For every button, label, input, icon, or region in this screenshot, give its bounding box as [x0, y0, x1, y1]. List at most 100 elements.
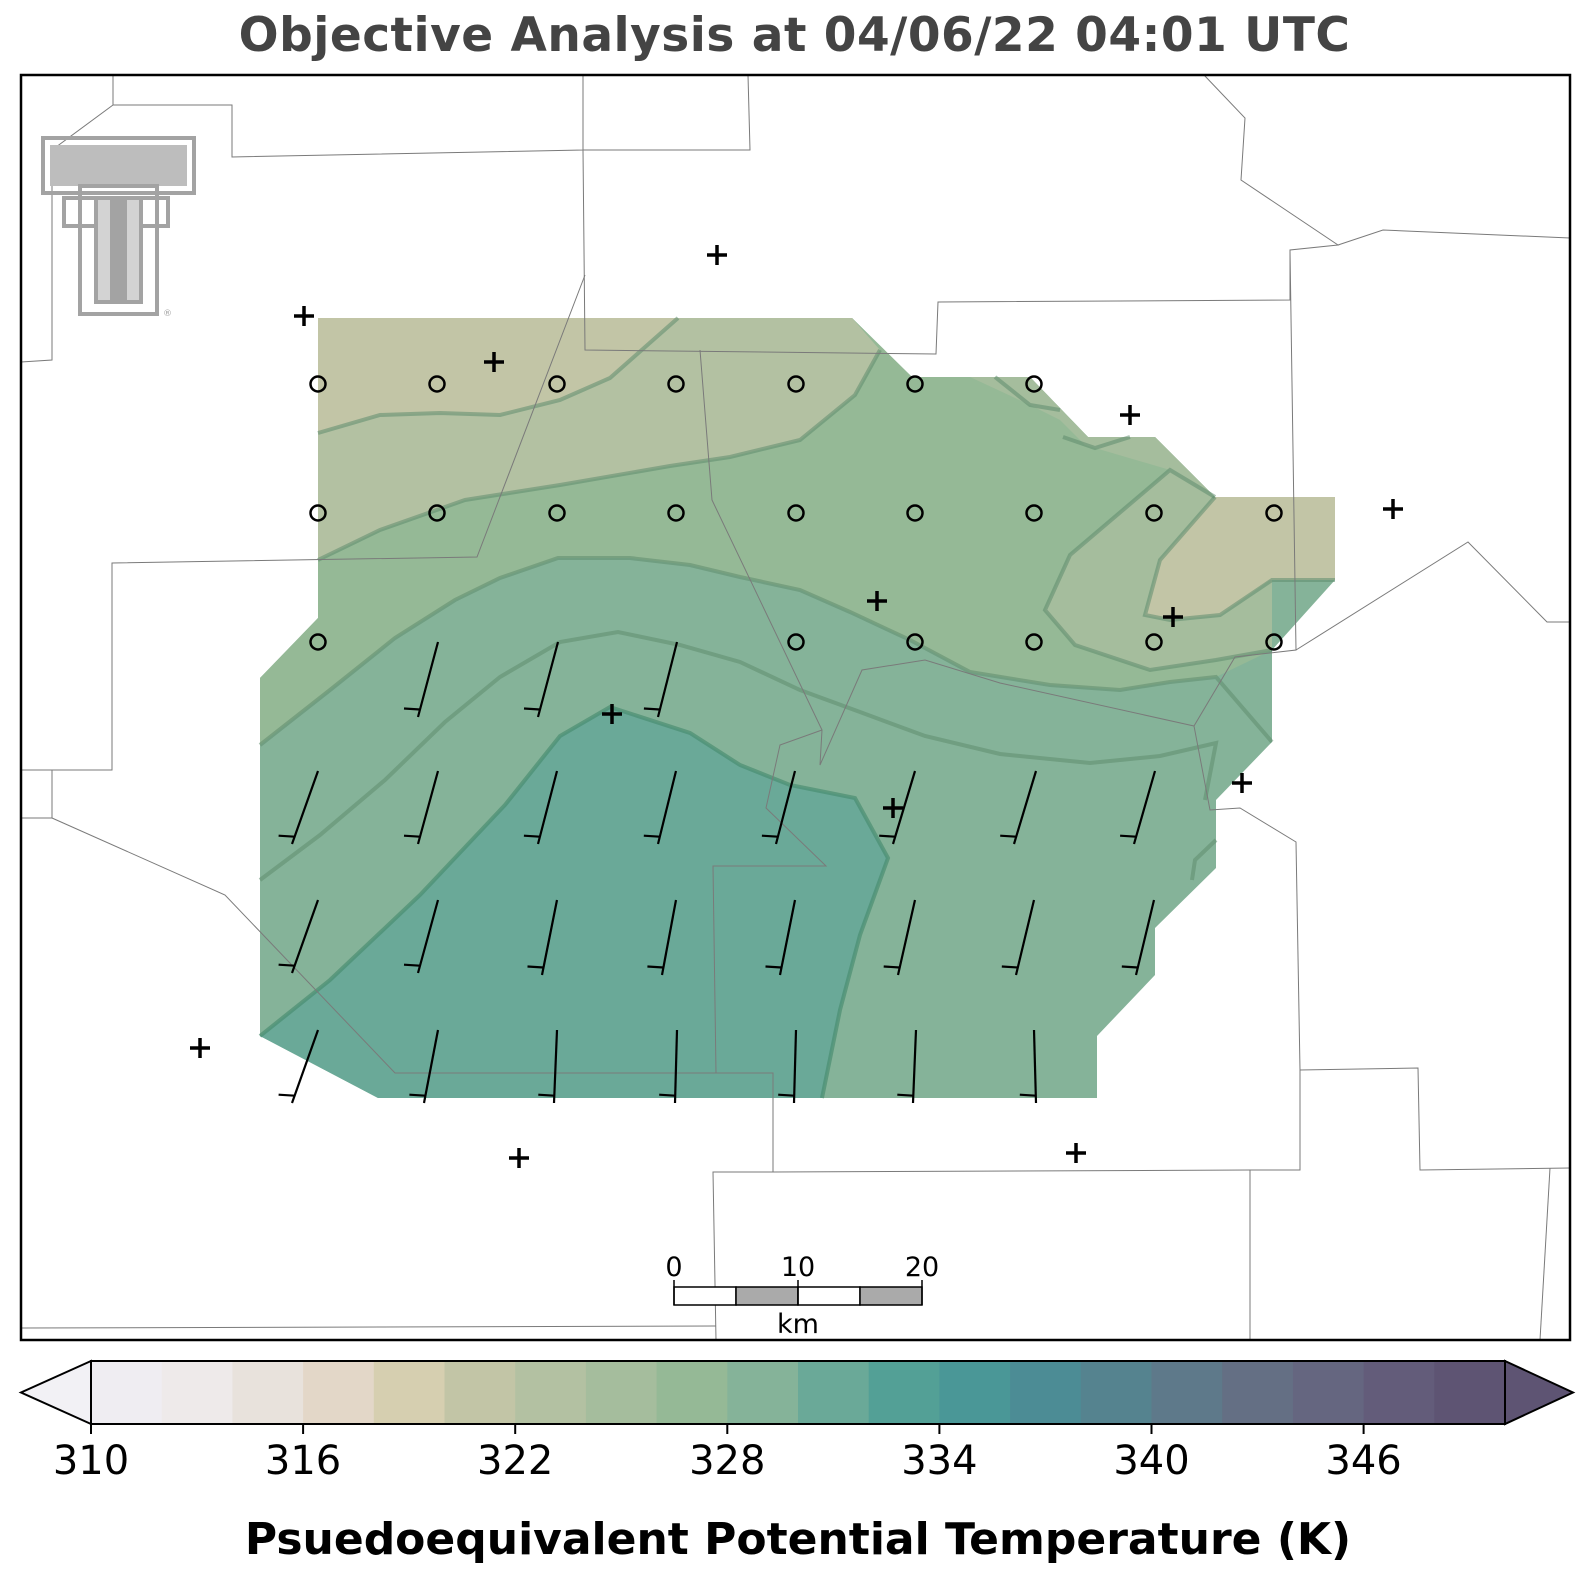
- wind-barb: [883, 899, 917, 976]
- station-markers-layer: [190, 245, 1403, 1168]
- county-border: [1249, 1070, 1301, 1340]
- station-plus-marker: [484, 352, 504, 372]
- county-border: [582, 74, 1340, 355]
- wind-barb: [403, 641, 440, 718]
- contour-line: [1062, 435, 1131, 451]
- station-plus-marker: [1232, 773, 1252, 793]
- county-border: [1295, 541, 1570, 651]
- theta-e-field: [258, 316, 1335, 1099]
- calm-wind-marker: [1025, 375, 1043, 393]
- wind-barb: [1019, 1029, 1038, 1104]
- calm-wind-marker: [906, 375, 924, 393]
- contour-line: [1190, 838, 1218, 881]
- station-plus-marker: [883, 798, 903, 818]
- county-border: [699, 349, 1195, 766]
- scale-label-0: 0: [665, 1252, 682, 1283]
- wind-barb: [1000, 770, 1038, 845]
- calm-wind-marker: [548, 504, 566, 522]
- wind-barb: [523, 641, 560, 718]
- contour-line: [1142, 495, 1335, 623]
- scale-segment: [735, 1286, 799, 1306]
- wind-barb: [765, 899, 797, 976]
- station-plus-marker: [867, 591, 887, 611]
- logo-top-bar-inner: [50, 145, 187, 186]
- wind-barb: [897, 1029, 918, 1104]
- calm-wind-marker: [787, 633, 805, 651]
- scale-segment: [673, 1286, 737, 1306]
- calm-wind-marker: [1265, 504, 1283, 522]
- scale-label-20: 20: [905, 1252, 939, 1283]
- calm-wind-marker: [667, 504, 685, 522]
- county-border: [1193, 249, 1571, 1171]
- field-band-322b: [1145, 497, 1335, 620]
- county-border: [712, 729, 828, 1074]
- contour-line: [258, 556, 1274, 747]
- station-plus-marker: [1163, 607, 1183, 627]
- wind-barb: [278, 899, 320, 974]
- field-band-332: [260, 707, 888, 1098]
- wind-barb: [538, 1029, 559, 1104]
- logo-top-bar: [41, 136, 196, 195]
- county-border: [1337, 229, 1571, 246]
- scale-label-10: 10: [781, 1252, 815, 1283]
- logo-registered-mark: ®: [163, 309, 172, 319]
- station-plus-marker: [190, 1038, 210, 1058]
- wind-barb: [409, 1029, 440, 1104]
- calm-wind-marker: [1145, 504, 1163, 522]
- wind-barb: [647, 899, 678, 976]
- county-border: [20, 1325, 717, 1329]
- wind-barb: [778, 1029, 798, 1104]
- logo-stem-outer: [78, 184, 159, 316]
- texas-tech-double-t-logo: ®: [41, 136, 196, 319]
- station-plus-marker: [294, 306, 314, 326]
- station-plus-marker: [1120, 405, 1140, 425]
- station-plus-marker: [602, 704, 622, 724]
- wind-barb: [278, 770, 320, 845]
- scale-unit: km: [777, 1309, 819, 1340]
- wind-barb: [879, 770, 917, 845]
- wind-barb: [659, 1029, 679, 1104]
- wind-barb: [1001, 899, 1036, 976]
- calm-wind-marker: [787, 504, 805, 522]
- station-plus-marker: [1383, 499, 1403, 519]
- chart-title: Objective Analysis at 04/06/22 04:01 UTC: [238, 8, 1351, 63]
- contour-line: [317, 316, 680, 435]
- county-border: [51, 817, 774, 1341]
- county-borders: [20, 74, 1571, 1341]
- calm-wind-marker: [906, 504, 924, 522]
- contour-line: [993, 375, 1061, 412]
- wind-barb: [278, 1029, 320, 1104]
- county-border: [112, 75, 584, 158]
- calm-wind-marker: [1025, 633, 1043, 651]
- scale-bar: 0 10 20 km: [665, 1252, 939, 1340]
- calm-wind-marker: [428, 504, 446, 522]
- calm-wind-marker: [309, 504, 327, 522]
- contour-line: [258, 629, 1219, 882]
- calm-wind-marker: [309, 633, 327, 651]
- scale-segment: [859, 1286, 923, 1306]
- contour-line: [1042, 467, 1273, 673]
- county-border: [21, 770, 53, 819]
- scale-segment: [797, 1286, 861, 1306]
- station-plus-marker: [509, 1148, 529, 1168]
- wind-barb: [761, 770, 797, 845]
- station-plus-marker: [707, 245, 727, 265]
- theta-e-contours: [258, 316, 1335, 882]
- field-band-324c: [912, 377, 1215, 497]
- wind-barb: [403, 899, 440, 974]
- calm-wind-marker: [787, 375, 805, 393]
- contour-line: [317, 349, 882, 562]
- wind-barbs-layer: [278, 641, 1157, 1104]
- calm-wind-marker: [428, 375, 446, 393]
- wind-barb: [527, 899, 559, 976]
- calm-wind-marker: [667, 375, 685, 393]
- wind-barb: [403, 770, 440, 845]
- wind-barb: [643, 770, 678, 845]
- calm-wind-marker: [309, 375, 327, 393]
- wind-barb: [1120, 770, 1157, 845]
- contour-line-332: [258, 704, 891, 1099]
- calm-wind-marker: [1025, 504, 1043, 522]
- county-border: [1539, 1167, 1551, 1341]
- county-border: [772, 1169, 1251, 1173]
